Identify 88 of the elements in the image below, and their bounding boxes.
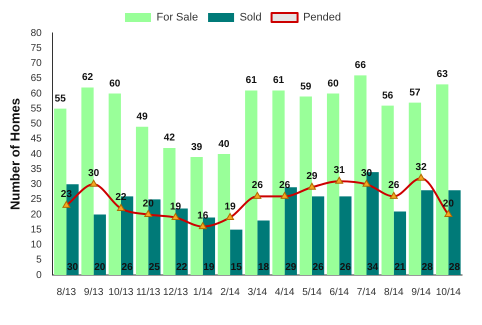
data-label: 49 (136, 112, 148, 123)
x-tick-label: 7/14 (356, 286, 377, 298)
bar (394, 211, 406, 275)
y-tick-label: 25 (30, 194, 42, 206)
x-tick-label: 1/14 (193, 286, 213, 298)
x-tick-label: 10/14 (436, 286, 462, 298)
data-label: 60 (109, 78, 121, 90)
data-label: 39 (191, 142, 203, 153)
data-label: 30 (360, 168, 372, 179)
y-tick-label: 35 (30, 164, 42, 175)
data-label: 31 (334, 164, 346, 176)
bar (94, 214, 106, 275)
bar (257, 220, 270, 275)
data-label: 61 (272, 75, 285, 86)
data-label: 26 (279, 180, 291, 192)
data-label: 55 (54, 93, 66, 104)
y-tick-label: 5 (36, 254, 42, 266)
data-label: 26 (312, 262, 324, 273)
data-label: 63 (436, 69, 448, 80)
data-label: 30 (88, 168, 100, 179)
bar (312, 196, 324, 275)
data-label: 66 (354, 60, 366, 72)
y-tick-label: 80 (30, 28, 42, 39)
y-tick-label: 70 (30, 58, 42, 69)
legend-label: For Sale (156, 12, 198, 24)
data-label: 26 (122, 262, 134, 273)
data-label: 26 (388, 180, 400, 192)
bar (339, 196, 352, 275)
data-label: 56 (382, 90, 394, 102)
data-label: 60 (328, 78, 340, 90)
y-tick-label: 10 (30, 240, 42, 250)
x-tick-label: 11/13 (136, 286, 161, 298)
y-tick-label: 40 (30, 148, 42, 160)
data-label: 20 (94, 262, 106, 273)
data-label: 19 (203, 262, 215, 273)
data-label: 59 (300, 81, 312, 92)
x-tick-label: 8/14 (384, 286, 404, 298)
x-tick-label: 5/14 (302, 286, 322, 298)
data-label: 21 (394, 262, 406, 273)
x-tick-label: 4/14 (274, 286, 295, 298)
data-label: 26 (252, 180, 264, 192)
data-label: 19 (170, 201, 182, 212)
y-tick-label: 30 (30, 179, 42, 190)
x-tick-label: 12/13 (162, 286, 188, 298)
y-tick-label: 50 (30, 118, 42, 130)
y-axis-title: Number of Homes (7, 98, 22, 210)
y-tick-label: 60 (30, 88, 42, 100)
data-label: 22 (176, 262, 188, 273)
y-tick-label: 20 (30, 209, 42, 220)
x-tick-label: 8/13 (56, 286, 77, 298)
data-label: 30 (66, 262, 79, 273)
data-label: 34 (367, 262, 379, 273)
x-tick-label: 6/14 (329, 286, 350, 298)
data-label: 28 (422, 262, 434, 273)
data-label: 42 (164, 132, 176, 144)
data-label: 40 (218, 138, 230, 150)
data-label: 57 (409, 87, 421, 98)
data-label: 22 (115, 192, 127, 204)
data-label: 62 (82, 72, 94, 84)
x-tick-label: 2/14 (220, 286, 240, 298)
data-label: 16 (197, 210, 209, 222)
y-tick-label: 55 (30, 103, 42, 114)
y-tick-label: 75 (30, 42, 42, 54)
legend-label: Pended (303, 12, 342, 24)
legend-label: Sold (240, 12, 262, 24)
bar (284, 187, 297, 275)
bar (230, 230, 242, 275)
x-tick-label: 10/13 (108, 286, 134, 298)
y-tick-label: 15 (30, 224, 42, 236)
data-label: 18 (258, 262, 270, 273)
y-tick-label: 45 (30, 134, 42, 145)
data-label: 15 (230, 262, 242, 273)
data-label: 25 (148, 262, 160, 273)
data-label: 26 (340, 262, 352, 273)
data-label: 20 (442, 198, 454, 210)
y-tick-label: 0 (36, 270, 42, 281)
data-label: 28 (448, 262, 460, 273)
data-label: 32 (416, 162, 428, 173)
data-label: 29 (285, 262, 297, 273)
x-tick-label: 9/13 (84, 286, 104, 298)
data-label: 19 (224, 201, 236, 212)
data-label: 29 (306, 171, 318, 182)
y-tick-label: 65 (30, 73, 42, 84)
bar (176, 208, 188, 275)
bar (421, 190, 434, 275)
data-label: 61 (246, 75, 258, 86)
x-tick-label: 9/14 (411, 286, 432, 298)
x-tick-label: 3/14 (248, 286, 268, 298)
